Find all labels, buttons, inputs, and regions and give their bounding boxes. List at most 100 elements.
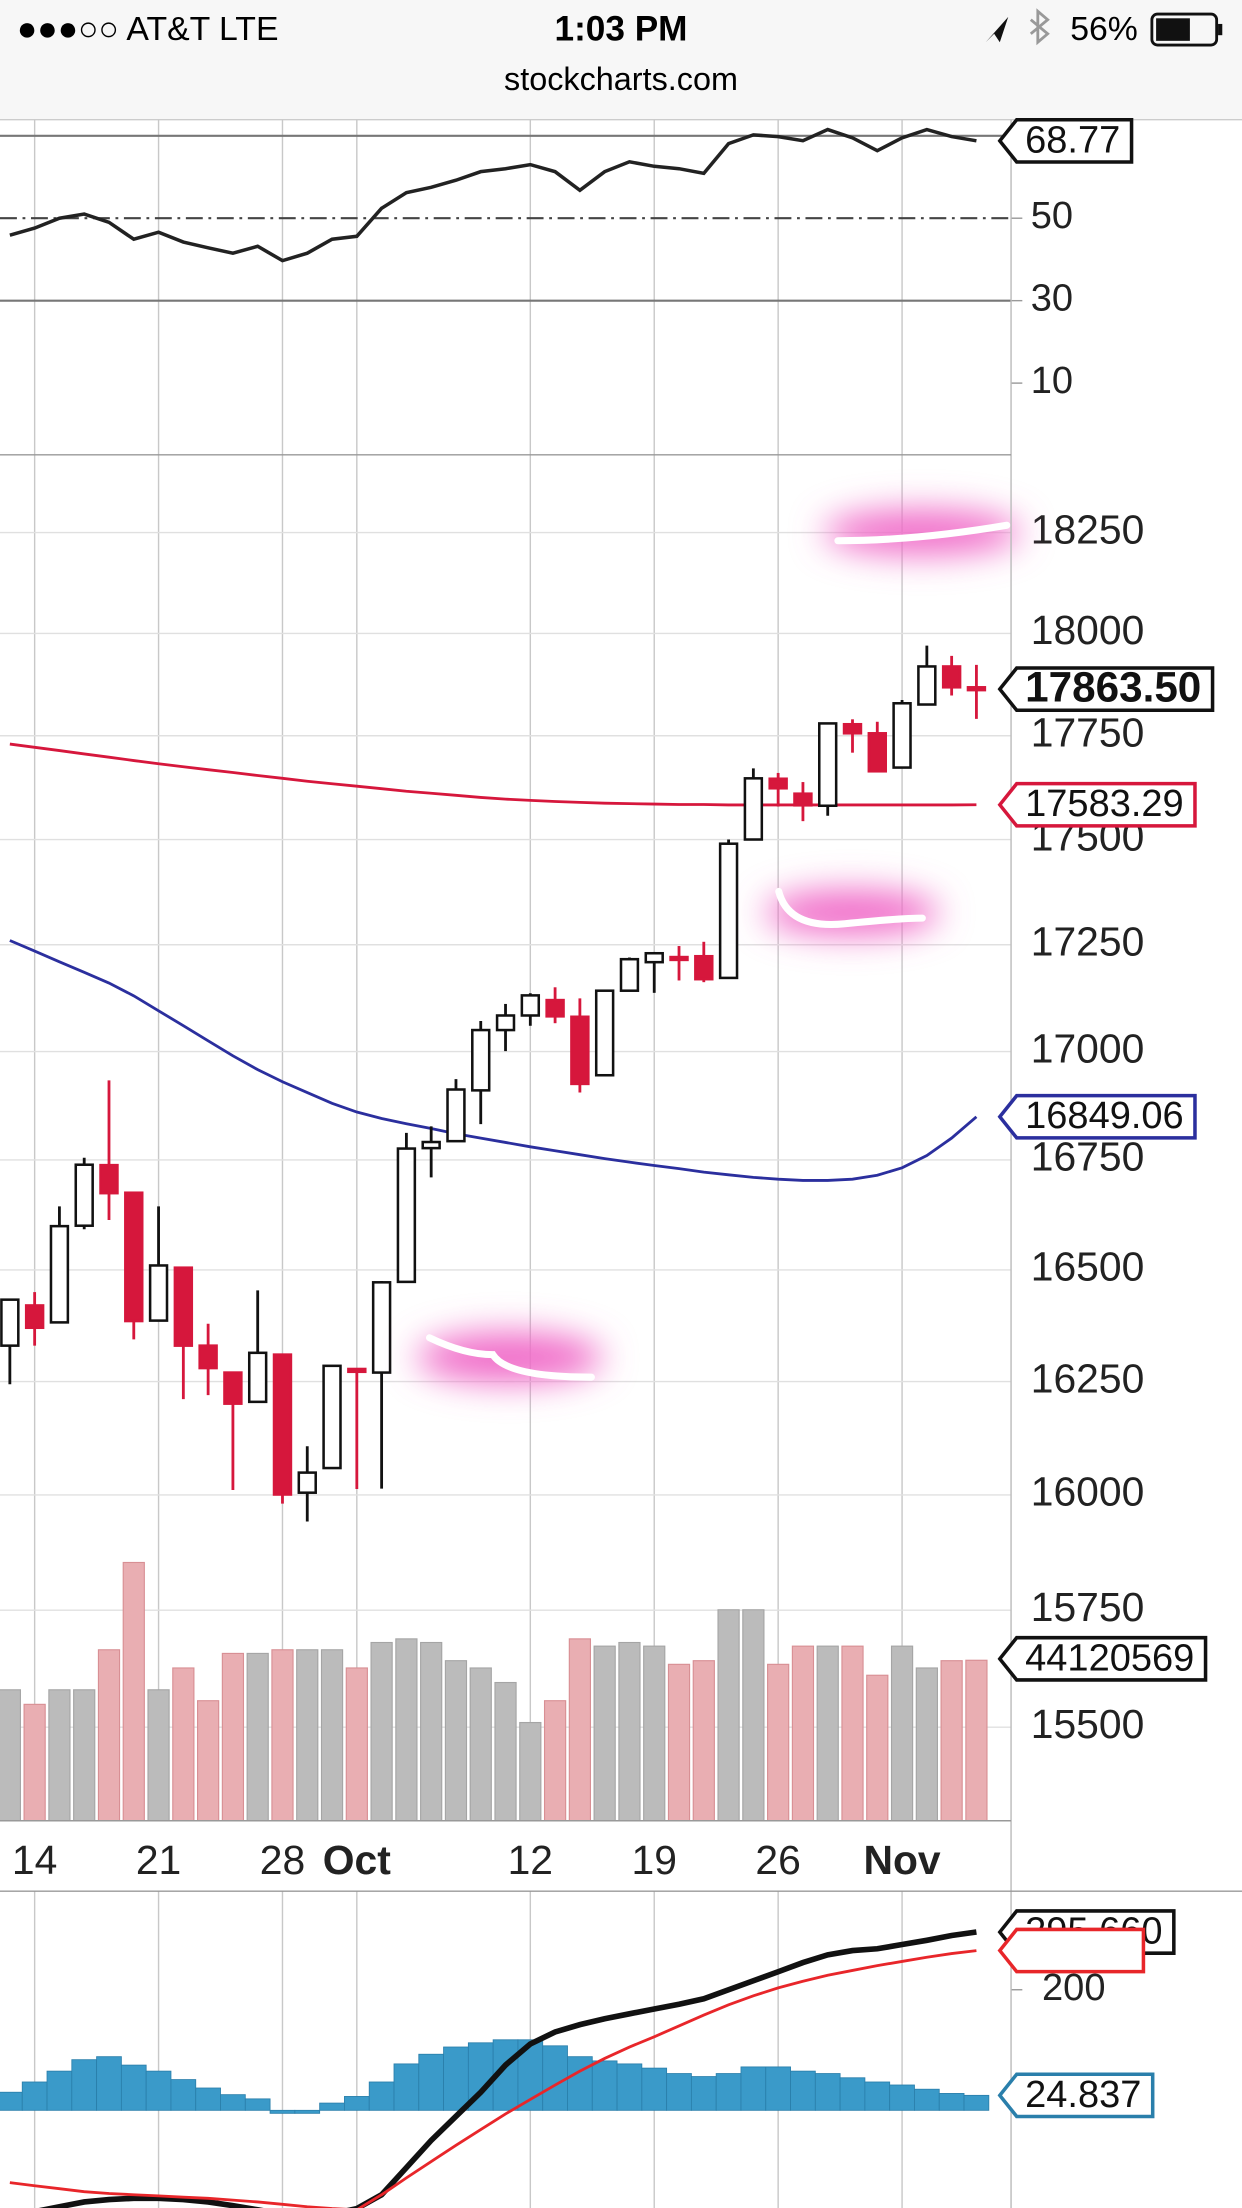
- url[interactable]: stockcharts.com: [504, 61, 738, 97]
- volume-bar: [469, 1667, 492, 1821]
- y-tick-label: 15500: [1031, 1701, 1145, 1747]
- candle-body: [322, 1364, 342, 1470]
- volume-bar: [767, 1663, 790, 1821]
- candle-body: [99, 1163, 119, 1195]
- y-tick-label: 16750: [1031, 1134, 1145, 1180]
- histogram-bar: [443, 2046, 469, 2111]
- tags: 68.7717863.5017583.2916849.0644120569295…: [997, 117, 1215, 2119]
- y-tick-label: 17250: [1031, 919, 1145, 965]
- volume-bar: [742, 1609, 765, 1821]
- bluetooth-icon: [1029, 8, 1050, 46]
- volume-bar: [48, 1689, 71, 1821]
- x-tick-label: Nov: [863, 1837, 940, 1883]
- candle-body: [74, 1163, 94, 1227]
- value-tag-label: 68.77: [1025, 119, 1120, 161]
- volume-bar: [890, 1645, 914, 1821]
- volume-bar: [320, 1649, 344, 1821]
- grid: 14 21 28 Oct 12 19 26 Nov 10 30 50 15500 15750 16000 1…: [0, 119, 1145, 2208]
- y-tick-label: 50: [1031, 195, 1073, 237]
- volume-bar: [717, 1609, 740, 1821]
- value-tag-label: 24.837: [1025, 2074, 1141, 2116]
- candle-body: [694, 954, 714, 981]
- volume-bar: [370, 1641, 393, 1821]
- histogram-bar: [170, 2079, 197, 2111]
- candle-body: [768, 777, 788, 790]
- value-tag-label: 17863.50: [1025, 664, 1201, 711]
- y-tick-label: 30: [1031, 278, 1073, 320]
- annotations: [416, 509, 1021, 1383]
- y-tick-label: 17750: [1031, 710, 1145, 756]
- candle-body: [495, 1014, 516, 1032]
- volume-bar: [543, 1700, 567, 1821]
- volume-bar: [568, 1638, 592, 1821]
- volume-bar: [816, 1645, 839, 1821]
- axes: [0, 119, 1242, 2208]
- volume-bar: [692, 1660, 715, 1821]
- y-tick-label: 16250: [1031, 1355, 1145, 1401]
- highlight-stroke: [425, 1334, 595, 1381]
- value-tag: [997, 666, 1215, 713]
- macd-panel: [0, 1929, 990, 2208]
- histogram-bar: [814, 2073, 841, 2111]
- clock: 1:03 PM: [555, 9, 688, 48]
- volume-bar: [296, 1649, 319, 1821]
- x-tick-label: 21: [136, 1837, 181, 1883]
- histogram-bar: [690, 2076, 717, 2111]
- volume-bar: [0, 1689, 21, 1821]
- candle-body: [718, 842, 739, 980]
- volume-bar: [940, 1660, 963, 1821]
- price-panel: [0, 645, 987, 1522]
- highlight: [416, 1332, 603, 1383]
- candle-body: [892, 702, 912, 769]
- value-tag: [997, 781, 1197, 828]
- rsi-panel: [0, 127, 1012, 302]
- histogram-bar: [0, 2091, 23, 2111]
- value-tag-label: 16849.06: [1025, 1095, 1184, 1137]
- volume-bar: [246, 1652, 269, 1821]
- volume-bar: [147, 1689, 170, 1821]
- value-tag-label: 17583.29: [1025, 783, 1184, 825]
- volume-bar: [519, 1721, 542, 1821]
- candle-body: [818, 722, 838, 808]
- location-icon: [985, 16, 1009, 43]
- battery-icon: [1150, 12, 1219, 47]
- histogram-bar: [765, 2066, 791, 2111]
- histogram-bar: [418, 2053, 444, 2111]
- volume: [0, 1561, 988, 1821]
- volume-bar: [73, 1689, 96, 1821]
- histogram-bar: [269, 2109, 296, 2114]
- candle-body: [917, 665, 937, 706]
- volume-bar: [444, 1660, 468, 1821]
- histogram-bar: [195, 2087, 221, 2111]
- candle-body: [594, 989, 615, 1077]
- highlight-stroke: [834, 521, 1011, 545]
- candle-body: [471, 1028, 491, 1092]
- candle-body: [446, 1088, 466, 1143]
- x-tick-label: 19: [632, 1837, 677, 1883]
- candle-body: [24, 1304, 45, 1330]
- value-tag-label: 44120569: [1025, 1637, 1194, 1679]
- candle-body: [793, 792, 813, 807]
- candle-body: [842, 722, 863, 735]
- value-tag: [997, 1927, 1146, 1974]
- candle-body: [669, 955, 689, 962]
- candle-body: [396, 1147, 417, 1284]
- candle-body: [966, 686, 987, 692]
- x-tick-label: Oct: [323, 1837, 391, 1883]
- y-tick-label: 16500: [1031, 1244, 1145, 1290]
- y-tick-label: 200: [1042, 1967, 1105, 2009]
- volume-bar: [965, 1659, 988, 1821]
- volume-bar: [643, 1645, 666, 1821]
- histogram-bar: [666, 2073, 692, 2111]
- candle-body: [421, 1140, 441, 1150]
- highlight: [823, 509, 1021, 555]
- value-tag: [997, 1635, 1208, 1682]
- x-tick-label: 28: [260, 1837, 305, 1883]
- candle-body: [272, 1353, 293, 1496]
- candle-body: [867, 732, 888, 773]
- line: [9, 939, 978, 1182]
- volume-bar: [593, 1645, 616, 1821]
- volume-bar: [271, 1649, 294, 1821]
- y-tick-label: 18000: [1031, 607, 1145, 653]
